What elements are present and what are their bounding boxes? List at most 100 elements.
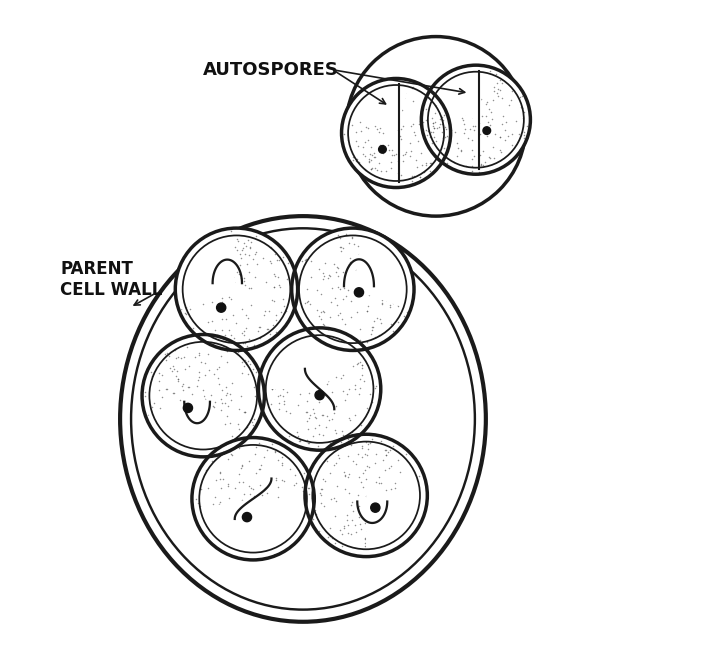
Point — [224, 503, 236, 513]
Point — [307, 513, 319, 524]
Point — [372, 164, 383, 175]
Point — [367, 247, 378, 258]
Point — [244, 523, 255, 534]
Point — [319, 456, 330, 467]
Point — [345, 440, 357, 450]
Point — [293, 436, 305, 447]
Point — [336, 314, 347, 325]
Point — [348, 361, 360, 372]
Point — [392, 125, 403, 136]
Point — [426, 94, 437, 105]
Point — [208, 499, 219, 509]
Point — [381, 247, 393, 257]
Point — [474, 159, 485, 170]
Point — [283, 430, 295, 441]
Point — [247, 416, 258, 427]
Point — [290, 477, 302, 488]
Point — [212, 372, 224, 383]
Point — [385, 117, 396, 128]
Point — [303, 424, 314, 435]
Point — [216, 293, 227, 303]
Point — [452, 142, 464, 153]
Point — [426, 126, 437, 137]
Point — [383, 281, 395, 291]
Point — [369, 265, 380, 276]
Point — [490, 69, 502, 80]
Point — [337, 386, 349, 396]
Point — [341, 515, 352, 525]
Point — [337, 267, 349, 277]
Point — [363, 229, 375, 240]
Point — [329, 538, 341, 549]
Point — [237, 337, 249, 348]
Point — [269, 348, 280, 358]
Point — [464, 103, 476, 114]
Point — [354, 126, 366, 136]
Point — [390, 506, 402, 517]
Point — [375, 101, 386, 112]
Point — [309, 332, 321, 342]
Point — [275, 533, 286, 543]
Point — [343, 262, 354, 273]
Point — [388, 511, 400, 522]
Point — [359, 538, 370, 549]
Point — [353, 389, 365, 400]
Point — [493, 84, 504, 95]
Point — [484, 65, 495, 76]
Point — [238, 238, 249, 249]
Point — [268, 523, 280, 534]
Point — [276, 498, 288, 509]
Point — [352, 490, 363, 501]
Point — [349, 384, 360, 395]
Point — [368, 496, 380, 507]
Point — [301, 297, 313, 308]
Point — [514, 92, 526, 103]
Point — [200, 370, 211, 380]
Point — [222, 454, 234, 464]
Point — [258, 309, 270, 320]
Point — [156, 392, 168, 402]
Point — [339, 357, 350, 368]
Point — [245, 237, 257, 247]
Point — [202, 317, 214, 327]
Point — [238, 325, 249, 336]
Wedge shape — [426, 66, 490, 120]
Wedge shape — [195, 499, 313, 558]
Point — [206, 237, 217, 247]
Point — [319, 320, 330, 331]
Point — [211, 446, 222, 457]
Point — [273, 482, 284, 493]
Point — [208, 402, 219, 412]
Point — [257, 374, 268, 384]
Point — [333, 453, 344, 464]
Point — [346, 346, 357, 356]
Point — [239, 547, 251, 558]
Point — [174, 410, 186, 420]
Point — [354, 373, 366, 384]
Point — [349, 520, 361, 531]
Point — [413, 119, 425, 130]
Point — [431, 90, 443, 100]
Point — [342, 388, 353, 399]
Point — [518, 107, 530, 118]
Point — [316, 498, 327, 509]
Point — [213, 253, 224, 263]
Point — [249, 247, 261, 257]
Point — [319, 475, 331, 486]
Point — [336, 529, 347, 539]
Point — [329, 511, 341, 521]
Point — [207, 274, 219, 285]
Point — [439, 122, 451, 132]
Point — [521, 121, 533, 132]
Point — [244, 300, 256, 311]
Point — [273, 391, 284, 402]
Point — [385, 299, 396, 310]
Point — [375, 314, 386, 325]
Circle shape — [421, 65, 531, 174]
Point — [162, 347, 173, 358]
Point — [377, 525, 388, 536]
Point — [280, 405, 291, 416]
Point — [393, 511, 405, 522]
Point — [167, 424, 178, 434]
Point — [139, 391, 151, 402]
